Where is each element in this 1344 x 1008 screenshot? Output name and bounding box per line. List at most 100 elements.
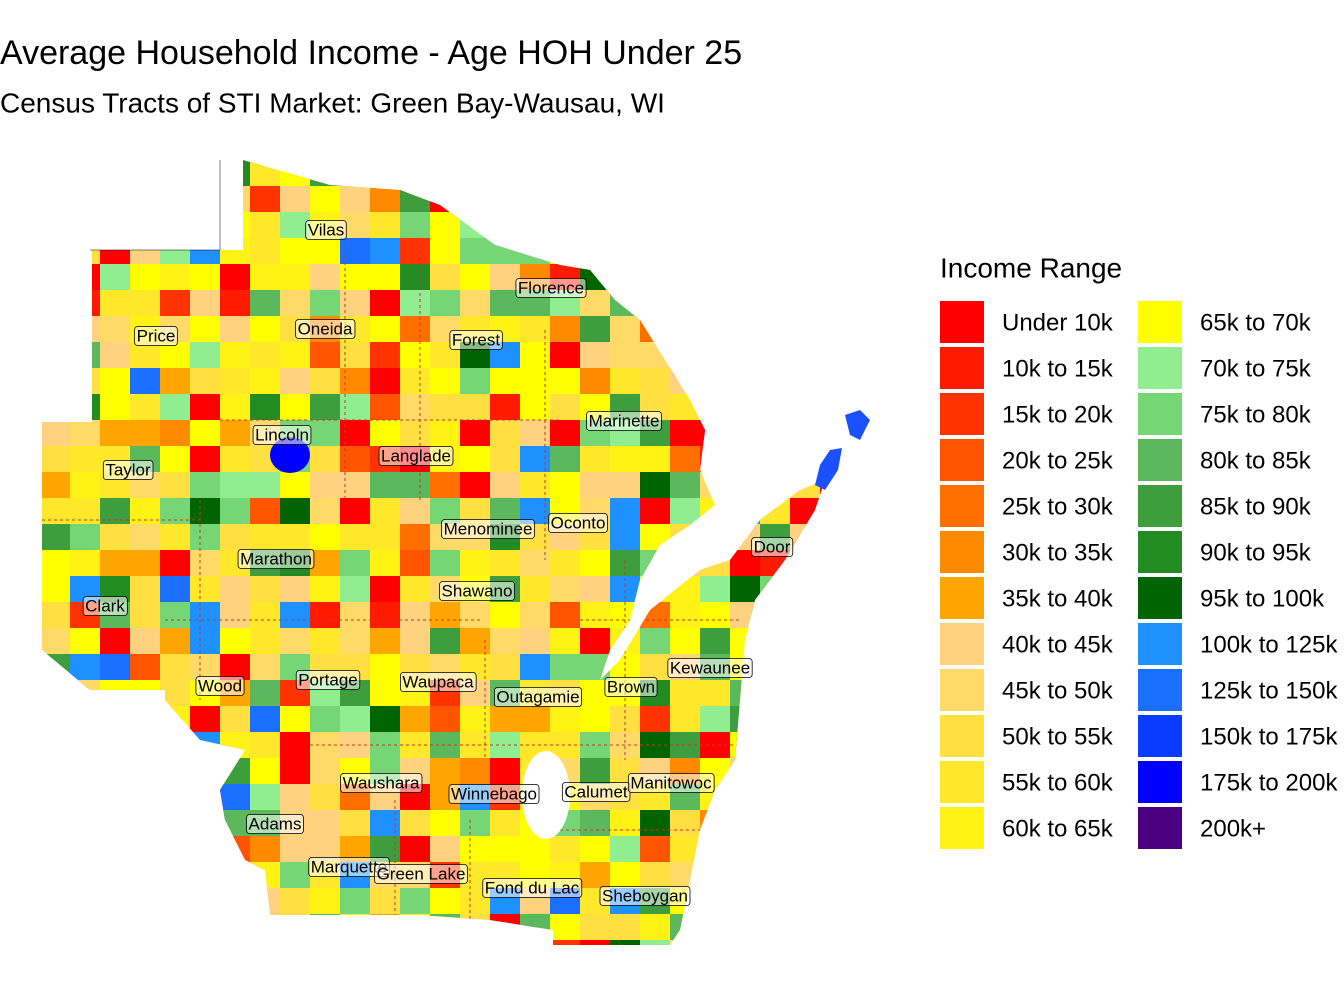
tract: [400, 940, 430, 945]
county-label-box: [246, 814, 304, 834]
tract: [790, 810, 822, 846]
tract: [70, 420, 103, 451]
tract: [700, 290, 746, 316]
tract: [310, 784, 345, 814]
county-label-box: [400, 672, 477, 692]
legend-swatch: [1138, 347, 1182, 389]
tract: [190, 862, 222, 891]
tract: [790, 394, 821, 421]
tract: [70, 368, 101, 398]
county-label: Brown: [607, 677, 655, 696]
legend-swatch: [940, 577, 984, 619]
tract: [160, 212, 199, 246]
tract: [370, 888, 404, 927]
county-label-box: [237, 549, 315, 569]
tract: [730, 810, 776, 850]
tract: [640, 550, 689, 579]
tract: [190, 212, 238, 245]
tract: [730, 420, 771, 456]
legend-title: Income Range: [940, 252, 1122, 283]
legend-label: 75k to 80k: [1200, 401, 1312, 428]
tract: [42, 758, 71, 793]
county-label-box: [134, 326, 178, 346]
tract: [790, 290, 825, 329]
tract: [280, 940, 319, 945]
legend-swatch: [1138, 807, 1182, 849]
county-label: Florence: [518, 278, 584, 297]
legend-label: 70k to 75k: [1200, 355, 1312, 382]
tract: [100, 160, 136, 198]
county-label-box: [494, 687, 582, 707]
tract: [700, 550, 734, 578]
tract: [640, 290, 673, 329]
county-label-box: [295, 670, 361, 690]
tract: [640, 368, 672, 397]
tract: [70, 160, 104, 197]
tract: [490, 238, 524, 267]
tract: [42, 888, 72, 919]
legend-swatch: [1138, 393, 1182, 435]
tract: [790, 550, 820, 582]
tract: [670, 836, 700, 866]
tract: [250, 316, 282, 347]
tract: [700, 316, 744, 350]
tract: [820, 862, 825, 888]
tract: [580, 446, 611, 476]
tract: [70, 732, 106, 762]
tract: [130, 784, 178, 814]
tract: [820, 290, 825, 323]
legend-label: 65k to 70k: [1200, 309, 1312, 336]
tract: [760, 160, 808, 192]
tract: [42, 836, 74, 873]
legend-swatch: [940, 531, 984, 573]
tract: [820, 238, 825, 266]
tract: [280, 914, 318, 945]
tract: [70, 186, 101, 218]
tract: [730, 186, 764, 223]
tract: [130, 186, 172, 214]
county-label: Marquette: [311, 857, 388, 876]
legend-swatch: [940, 807, 984, 849]
tract: [700, 342, 746, 382]
tract: [790, 186, 825, 220]
tract: [42, 186, 87, 213]
county-label: Vilas: [308, 220, 345, 239]
county-label: Shawano: [442, 581, 513, 600]
county-label-box: [548, 513, 608, 533]
tract: [42, 940, 85, 945]
county-label: Adams: [249, 814, 302, 833]
tract: [250, 914, 287, 945]
tract: [760, 758, 803, 788]
tract: [760, 186, 797, 215]
county-label: Outagamie: [496, 687, 579, 706]
county-label: Green Lake: [377, 864, 466, 883]
tract: [130, 862, 174, 890]
tract: [670, 160, 704, 200]
tract: [760, 680, 792, 706]
tract: [820, 758, 825, 789]
tract: [790, 368, 825, 402]
tract: [700, 368, 744, 406]
tract: [730, 784, 779, 823]
tract: [400, 732, 435, 763]
tract: [820, 342, 825, 380]
tract: [130, 810, 176, 837]
tract: [220, 888, 255, 917]
legend-swatch: [1138, 623, 1182, 665]
tract: [820, 524, 825, 563]
tract: [790, 212, 822, 241]
tract: [310, 602, 344, 628]
tract: [310, 732, 343, 759]
county-label: Manitowoc: [630, 773, 712, 792]
tract: [220, 940, 253, 945]
tract: [730, 472, 760, 511]
tract: [100, 862, 135, 890]
tract: [610, 160, 645, 191]
legend-swatch: [1138, 669, 1182, 711]
tract: [760, 264, 799, 302]
county-label-box: [439, 581, 515, 601]
county-label-box: [305, 220, 347, 240]
tract: [460, 212, 509, 238]
tract: [820, 264, 825, 305]
tract: [760, 836, 801, 868]
